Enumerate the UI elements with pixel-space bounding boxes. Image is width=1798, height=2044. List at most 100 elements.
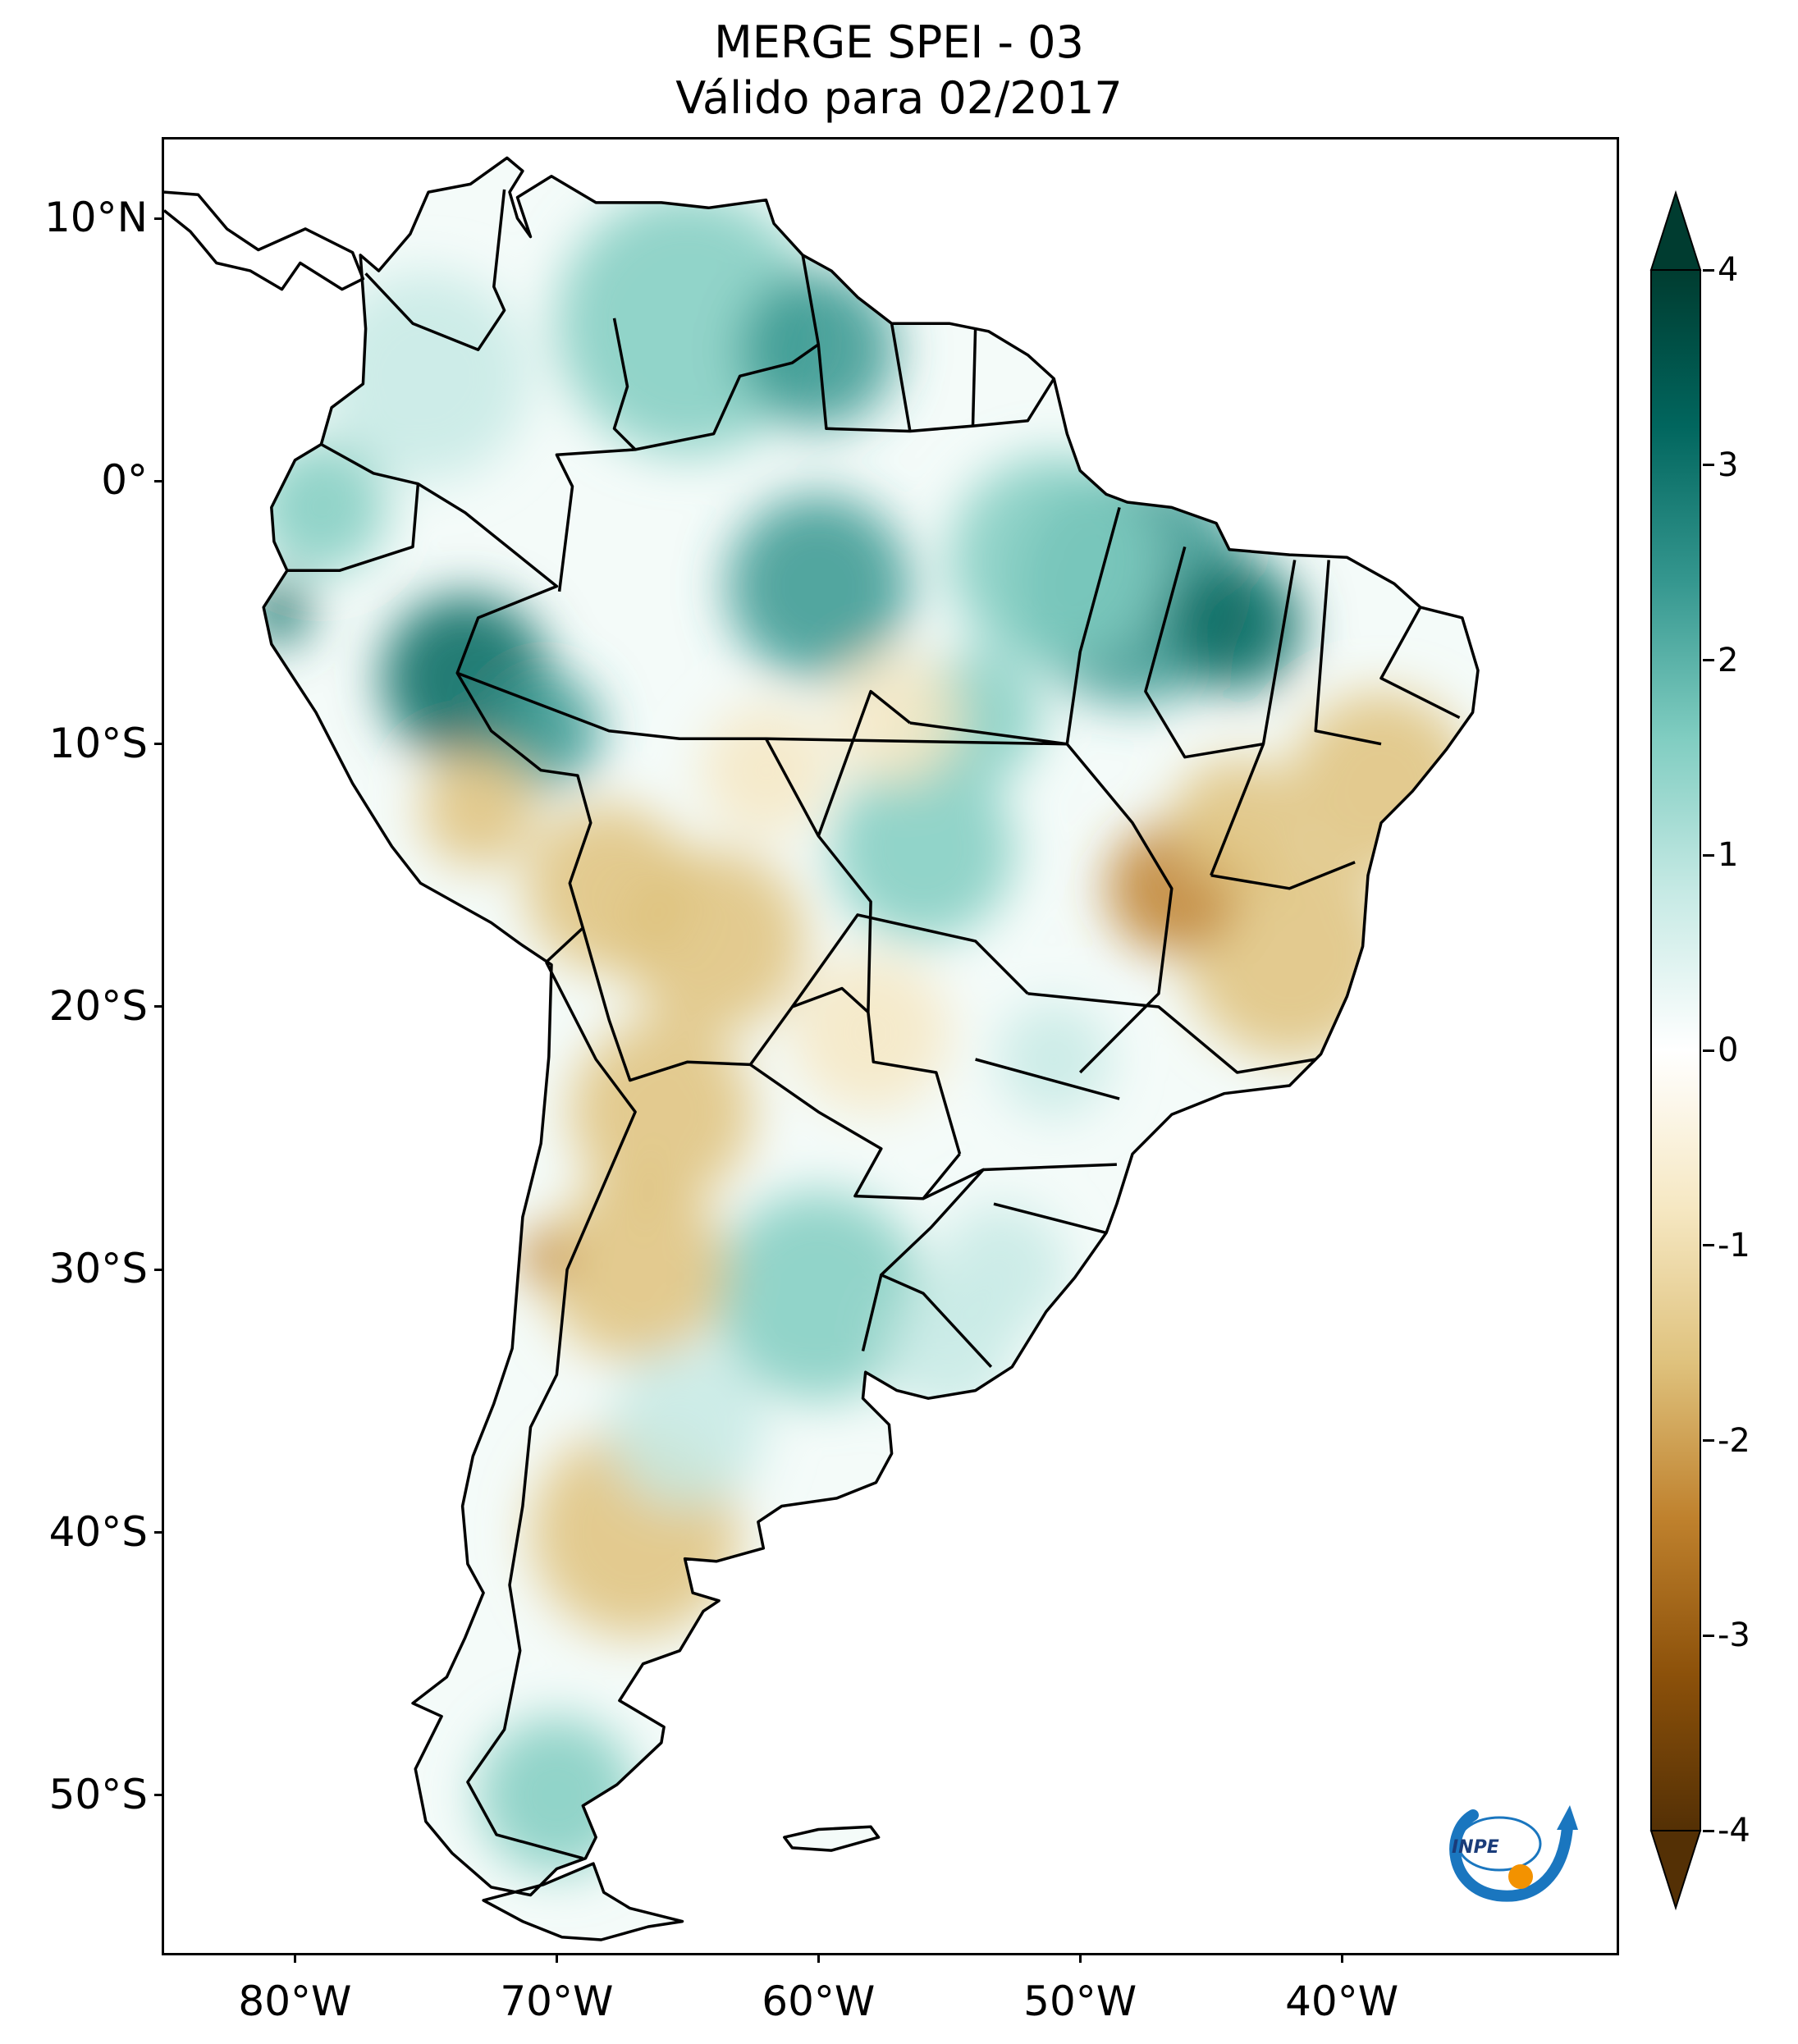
lat-tick-mark	[154, 1268, 164, 1271]
spei-anomaly-27	[517, 1230, 570, 1283]
lat-tick-mark	[154, 1005, 164, 1008]
border-23	[975, 1058, 1120, 1100]
inpe-logo: INPE	[1449, 1805, 1578, 1902]
spei-map	[164, 156, 1480, 1941]
border-15	[766, 737, 1068, 746]
border-25	[993, 1202, 1107, 1235]
spei-anomaly-29	[609, 1348, 766, 1507]
lon-tick-label: 80°W	[238, 1978, 352, 2025]
map-title: MERGE SPEI - 03	[714, 16, 1084, 68]
lon-tick-mark	[1340, 1953, 1343, 1963]
spei-anomaly-21	[713, 1191, 923, 1402]
border-10	[749, 1063, 961, 1200]
border-5	[634, 254, 821, 451]
lat-tick-label: 10°N	[43, 194, 148, 242]
lat-tick-label: 50°S	[48, 1770, 148, 1818]
border-24	[983, 1163, 1117, 1172]
lat-tick-label: 10°S	[48, 719, 148, 767]
colorbar-tick	[1703, 1634, 1714, 1637]
border-21	[1210, 861, 1356, 890]
spei-anomaly-3	[263, 441, 387, 574]
spei-field	[263, 158, 1478, 1940]
spei-anomaly-6	[486, 673, 602, 789]
spei-anomaly-19	[1171, 757, 1303, 889]
lon-tick-mark	[817, 1953, 820, 1963]
spei-anomaly-23	[936, 1204, 1068, 1336]
colorbar-tick-label: -2	[1718, 1421, 1750, 1460]
colorbar-tick	[1703, 1829, 1714, 1832]
colorbar-tick	[1703, 1244, 1714, 1247]
spei-anomaly-14	[420, 752, 536, 868]
lat-tick-mark	[154, 479, 164, 482]
inpe-logo-text: INPE	[1452, 1837, 1499, 1858]
border-22	[1027, 992, 1316, 1074]
border-27	[817, 689, 911, 837]
border-2	[286, 442, 420, 573]
colorbar-tick-label: 3	[1718, 446, 1739, 484]
lat-tick-mark	[154, 1794, 164, 1797]
colorbar-scale	[1650, 269, 1701, 1831]
border-4	[456, 671, 962, 1155]
border-19	[1314, 560, 1382, 746]
colorbar-tick	[1703, 853, 1714, 857]
colorbar-tick	[1703, 464, 1714, 467]
lon-tick-mark	[555, 1953, 558, 1963]
colorbar-tick-label: -3	[1718, 1616, 1750, 1655]
lat-tick-label: 0°	[101, 456, 148, 505]
border-9	[581, 927, 870, 1082]
border-8	[971, 328, 977, 427]
colorbar-tick	[1703, 659, 1714, 661]
border-0	[364, 189, 506, 351]
border-18	[1210, 560, 1297, 876]
colorbar-tick-label: -1	[1718, 1226, 1750, 1264]
border-6	[817, 344, 1055, 433]
border-3	[417, 482, 592, 963]
map-panel	[162, 137, 1619, 1955]
lon-tick-label: 40°W	[1285, 1978, 1399, 2025]
colorbar-tick	[1703, 1439, 1714, 1442]
lon-tick-label: 50°W	[1023, 1978, 1137, 2025]
spei-anomaly-11	[831, 757, 1015, 941]
lat-tick-mark	[154, 743, 164, 746]
spei-anomaly-4	[263, 581, 311, 644]
lon-tick-label: 60°W	[762, 1978, 876, 2025]
spei-anomaly-7	[726, 494, 910, 679]
lat-tick-label: 20°S	[48, 981, 148, 1030]
border-14	[1065, 506, 1121, 744]
spei-anomaly-30	[831, 652, 963, 784]
colorbar-tick-label: 1	[1718, 836, 1739, 875]
coastline-central-america	[164, 190, 365, 291]
border-13	[861, 1274, 883, 1351]
border-28	[909, 721, 1068, 746]
spei-anomaly-12	[949, 455, 1159, 665]
border-7	[890, 322, 912, 432]
border-26	[790, 913, 1029, 1008]
lat-tick-label: 30°S	[48, 1245, 148, 1293]
spei-anomaly-9	[1171, 560, 1303, 692]
coastline-falklands	[783, 1825, 881, 1852]
border-16	[1065, 743, 1174, 1074]
border-20	[1379, 606, 1461, 720]
coastline	[262, 156, 1480, 1897]
border-17	[1144, 546, 1264, 759]
map-subtitle: Válido para 02/2017	[675, 72, 1123, 124]
colorbar-extend-min	[1649, 1830, 1702, 1911]
colorbar-tick-label: -4	[1718, 1812, 1750, 1850]
spei-anomaly-31	[700, 704, 832, 836]
lat-tick-mark	[154, 1531, 164, 1534]
border-1	[555, 318, 637, 592]
spei-anomaly-24	[570, 1020, 753, 1205]
colorbar-extend-max	[1649, 190, 1702, 271]
colorbar	[1649, 190, 1702, 1911]
border-12	[880, 1168, 993, 1368]
lat-tick-label: 40°S	[48, 1507, 148, 1556]
colorbar-tick-label: 2	[1718, 641, 1739, 679]
lon-tick-mark	[293, 1953, 296, 1963]
spei-anomaly-2	[321, 271, 531, 482]
spei-anomaly-25	[543, 1177, 727, 1362]
coastline-tierra-del-fuego	[482, 1862, 684, 1941]
colorbar-tick-label: 0	[1718, 1031, 1739, 1069]
lat-tick-mark	[154, 217, 164, 220]
colorbar-tick	[1703, 1049, 1714, 1052]
colorbar-tick	[1703, 268, 1714, 272]
